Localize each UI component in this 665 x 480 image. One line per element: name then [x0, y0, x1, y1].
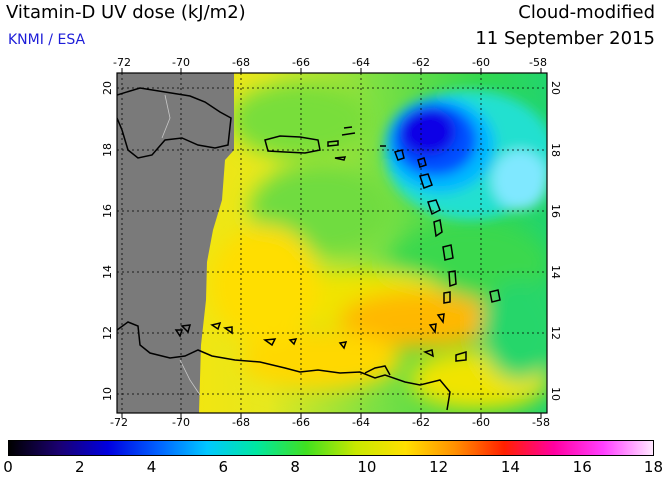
color-scale-ticks: 0 2 4 6 8 10 12 14 16 18: [0, 458, 665, 478]
graticule: [117, 73, 547, 413]
lon-tick-label: -58: [529, 56, 547, 69]
lat-tick-label: 12: [549, 326, 562, 340]
scale-tick-label: 16: [572, 458, 592, 476]
borders: [161, 94, 201, 396]
lat-tick-label: 20: [549, 81, 562, 95]
lon-tick-label: -62: [412, 416, 430, 429]
scale-tick-label: 8: [290, 458, 300, 476]
lon-tick-label: -68: [232, 416, 250, 429]
lon-tick-label: -66: [292, 416, 310, 429]
lat-tick-label: 20: [101, 81, 114, 95]
lon-tick-label: -72: [113, 56, 131, 69]
lon-tick-label: -70: [172, 416, 190, 429]
lat-tick-label: 14: [549, 265, 562, 279]
scale-tick-label: 18: [643, 458, 663, 476]
map-frame: [116, 72, 548, 414]
scale-tick-label: 10: [357, 458, 377, 476]
lat-tick-label: 14: [101, 265, 114, 279]
scale-tick-label: 12: [429, 458, 449, 476]
date-label: 11 September 2015: [475, 28, 655, 49]
scale-tick-label: 6: [218, 458, 229, 476]
coastlines: [117, 87, 501, 411]
lon-tick-label: -62: [412, 56, 430, 69]
tick-marks: [121, 68, 542, 418]
scale-tick-label: 4: [146, 458, 157, 476]
lat-ticks-left: 20 18 16 14 12 10: [101, 81, 114, 401]
lon-tick-label: -72: [110, 416, 128, 429]
lon-tick-label: -60: [472, 56, 490, 69]
organization-label: KNMI / ESA: [8, 32, 86, 48]
mode-label: Cloud-modified: [518, 2, 655, 23]
lat-ticks-right: 20 18 16 14 12 10: [549, 81, 562, 401]
lat-tick-label: 18: [101, 143, 114, 157]
lat-tick-label: 12: [101, 326, 114, 340]
lon-tick-label: -68: [232, 56, 250, 69]
lat-tick-label: 16: [549, 204, 562, 218]
lon-tick-label: -64: [352, 416, 370, 429]
lat-tick-label: 16: [101, 204, 114, 218]
scale-tick-label: 14: [500, 458, 520, 476]
lon-tick-label: -60: [472, 416, 490, 429]
lat-tick-label: 18: [549, 143, 562, 157]
scale-tick-label: 2: [75, 458, 85, 476]
lat-tick-label: 10: [101, 387, 114, 401]
color-scale-bar: [8, 440, 654, 456]
lon-tick-label: -66: [292, 56, 310, 69]
lon-tick-label: -64: [352, 56, 370, 69]
map-title: Vitamin-D UV dose (kJ/m2): [6, 2, 246, 23]
scale-tick-label: 0: [3, 458, 13, 476]
lon-ticks-bottom: -72 -70 -68 -66 -64 -62 -60 -58: [110, 416, 550, 429]
lon-ticks-top: -72 -70 -68 -66 -64 -62 -60 -58: [113, 56, 547, 69]
data-field: [117, 73, 547, 413]
lon-tick-label: -58: [532, 416, 550, 429]
lon-tick-label: -70: [172, 56, 190, 69]
lat-tick-label: 10: [549, 387, 562, 401]
